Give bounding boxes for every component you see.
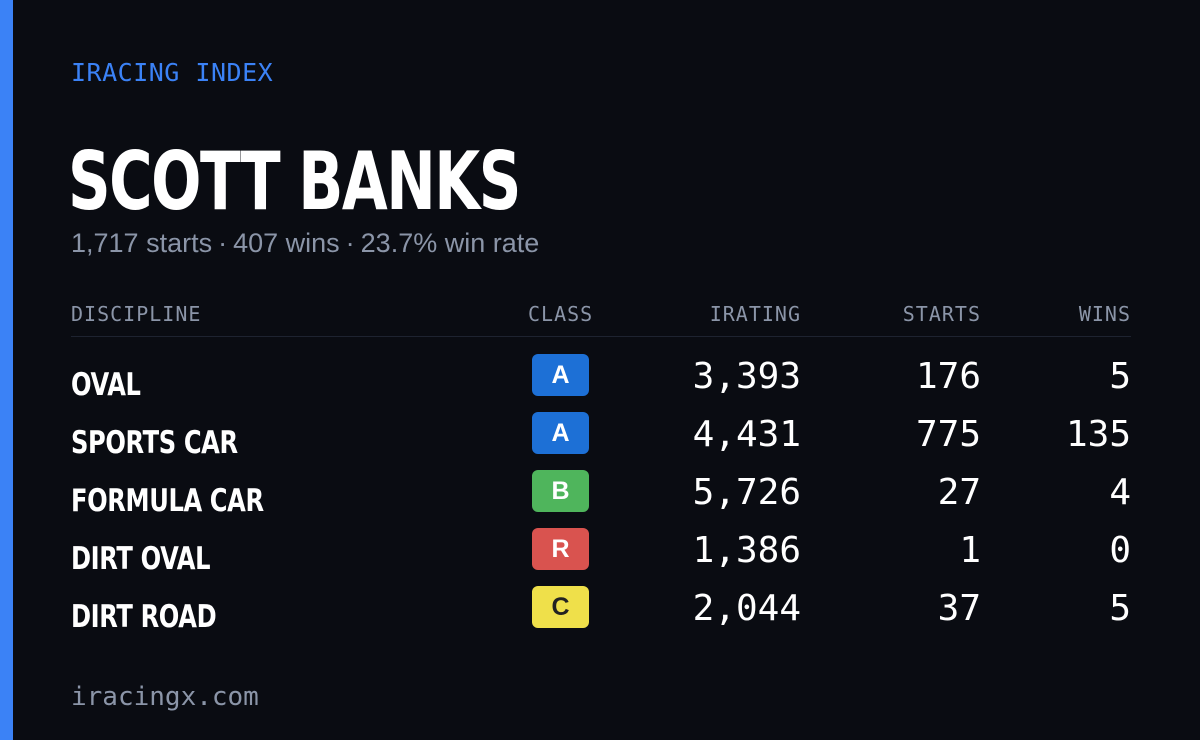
driver-summary: 1,717 starts · 407 wins · 23.7% win rate — [71, 228, 539, 259]
class-badge: R — [532, 528, 589, 570]
starts-value: 1 — [959, 530, 981, 571]
total-wins: 407 wins — [233, 228, 340, 258]
starts-value: 176 — [915, 356, 981, 397]
wins-value: 4 — [1109, 472, 1131, 513]
brand-label: IRACING INDEX — [71, 58, 274, 87]
separator: · — [345, 228, 355, 258]
header-starts: STARTS — [902, 302, 981, 326]
wins-value: 5 — [1109, 588, 1131, 629]
driver-name: SCOTT BANKS — [68, 135, 521, 228]
separator: · — [218, 228, 228, 258]
header-irating: IRATING — [709, 302, 801, 326]
table-body: OVAL A 3,393 176 5 SPORTS CAR A 4,431 77… — [71, 337, 1131, 644]
class-badge: A — [532, 354, 589, 396]
irating-value: 1,386 — [692, 530, 801, 571]
class-badge: B — [532, 470, 589, 512]
table-row: DIRT ROAD C 2,044 37 5 — [71, 586, 1131, 644]
discipline-name: DIRT OVAL — [71, 541, 211, 577]
table-row: DIRT OVAL R 1,386 1 0 — [71, 528, 1131, 586]
class-badge: A — [532, 412, 589, 454]
header-wins: WINS — [1078, 302, 1131, 326]
irating-value: 2,044 — [692, 588, 801, 629]
discipline-table: DISCIPLINE CLASS IRATING STARTS WINS OVA… — [71, 298, 1131, 644]
class-badge: C — [532, 586, 589, 628]
table-row: FORMULA CAR B 5,726 27 4 — [71, 470, 1131, 528]
total-starts: 1,717 starts — [71, 228, 213, 258]
header-discipline: DISCIPLINE — [71, 302, 202, 326]
starts-value: 37 — [937, 588, 981, 629]
table-row: SPORTS CAR A 4,431 775 135 — [71, 412, 1131, 470]
wins-value: 0 — [1109, 530, 1131, 571]
starts-value: 775 — [915, 414, 981, 455]
footer-url[interactable]: iracingx.com — [71, 682, 259, 712]
accent-bar — [0, 0, 13, 740]
irating-value: 5,726 — [692, 472, 801, 513]
discipline-name: OVAL — [71, 367, 141, 403]
irating-value: 3,393 — [692, 356, 801, 397]
irating-value: 4,431 — [692, 414, 801, 455]
wins-value: 135 — [1065, 414, 1131, 455]
discipline-name: FORMULA CAR — [71, 483, 264, 519]
table-header: DISCIPLINE CLASS IRATING STARTS WINS — [71, 298, 1131, 337]
wins-value: 5 — [1109, 356, 1131, 397]
starts-value: 27 — [937, 472, 981, 513]
discipline-name: DIRT ROAD — [71, 599, 217, 635]
win-rate: 23.7% win rate — [360, 228, 540, 258]
table-row: OVAL A 3,393 176 5 — [71, 354, 1131, 412]
header-class: CLASS — [528, 302, 594, 326]
discipline-name: SPORTS CAR — [71, 425, 238, 461]
